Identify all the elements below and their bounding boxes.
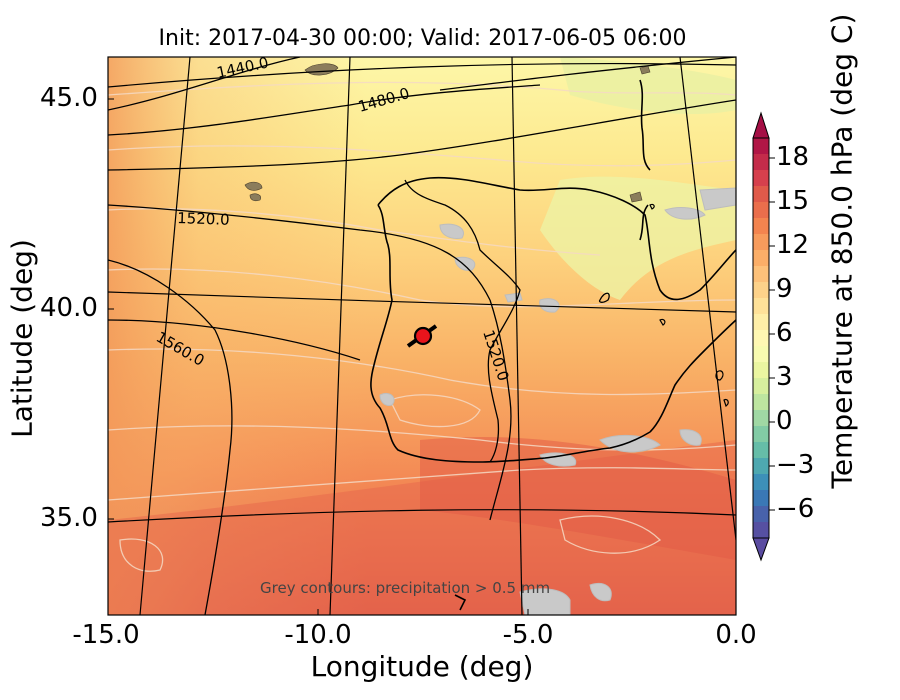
precipitation-annotation: Grey contours: precipitation > 0.5 mm xyxy=(260,579,550,597)
geopotential-contours xyxy=(108,57,736,615)
map-area: 1440.0 1480.0 1520.0 1560.0 1520.0 xyxy=(108,57,736,615)
warm-core-southeast xyxy=(420,436,736,560)
colorbar-tick-label: 12 xyxy=(776,230,810,260)
colorbar-tick-label: 3 xyxy=(776,362,793,392)
y-axis-label: Latitude (deg) xyxy=(5,239,39,438)
colorbar-tick-label: 0 xyxy=(776,406,793,436)
colorbar-tick-label: 6 xyxy=(776,318,793,348)
x-axis-label: Longitude (deg) xyxy=(310,650,534,683)
axis-ticks xyxy=(107,98,737,615)
island-outlines xyxy=(649,203,729,407)
colorbar-min-extend xyxy=(752,537,770,562)
plot-frame xyxy=(107,56,737,616)
y-tick-label: 40.0 xyxy=(40,293,98,323)
colorbar-tick-label: −3 xyxy=(776,450,815,480)
lat-lon-grid xyxy=(108,57,736,615)
colorbar-tick-label: 9 xyxy=(776,274,793,304)
temperature-contours xyxy=(108,81,736,572)
marker-dot xyxy=(413,326,433,346)
colorbar-tick-label: 18 xyxy=(776,142,810,172)
chart-title: Init: 2017-04-30 00:00; Valid: 2017-06-0… xyxy=(158,26,687,51)
precipitation-contours xyxy=(379,187,736,615)
x-tick-label: 0.0 xyxy=(715,620,757,650)
colorbar-max-extend xyxy=(752,111,770,139)
x-tick-label: -10.0 xyxy=(284,620,352,650)
colorbar-label: Temperature at 850.0 hPa (deg C) xyxy=(825,13,859,489)
colorbar-tick-label: −6 xyxy=(776,494,815,524)
colorbar xyxy=(752,111,775,562)
colorbar-tick-label: 15 xyxy=(776,186,810,216)
x-tick-label: -15.0 xyxy=(72,620,140,650)
coastline xyxy=(370,79,736,611)
contour-label-1520-west: 1520.0 xyxy=(177,209,230,229)
y-tick-label: 35.0 xyxy=(40,503,98,533)
location-marker xyxy=(406,324,438,348)
country-borders xyxy=(404,179,610,463)
x-tick-label: -5.0 xyxy=(502,620,554,650)
y-tick-label: 45.0 xyxy=(40,83,98,113)
